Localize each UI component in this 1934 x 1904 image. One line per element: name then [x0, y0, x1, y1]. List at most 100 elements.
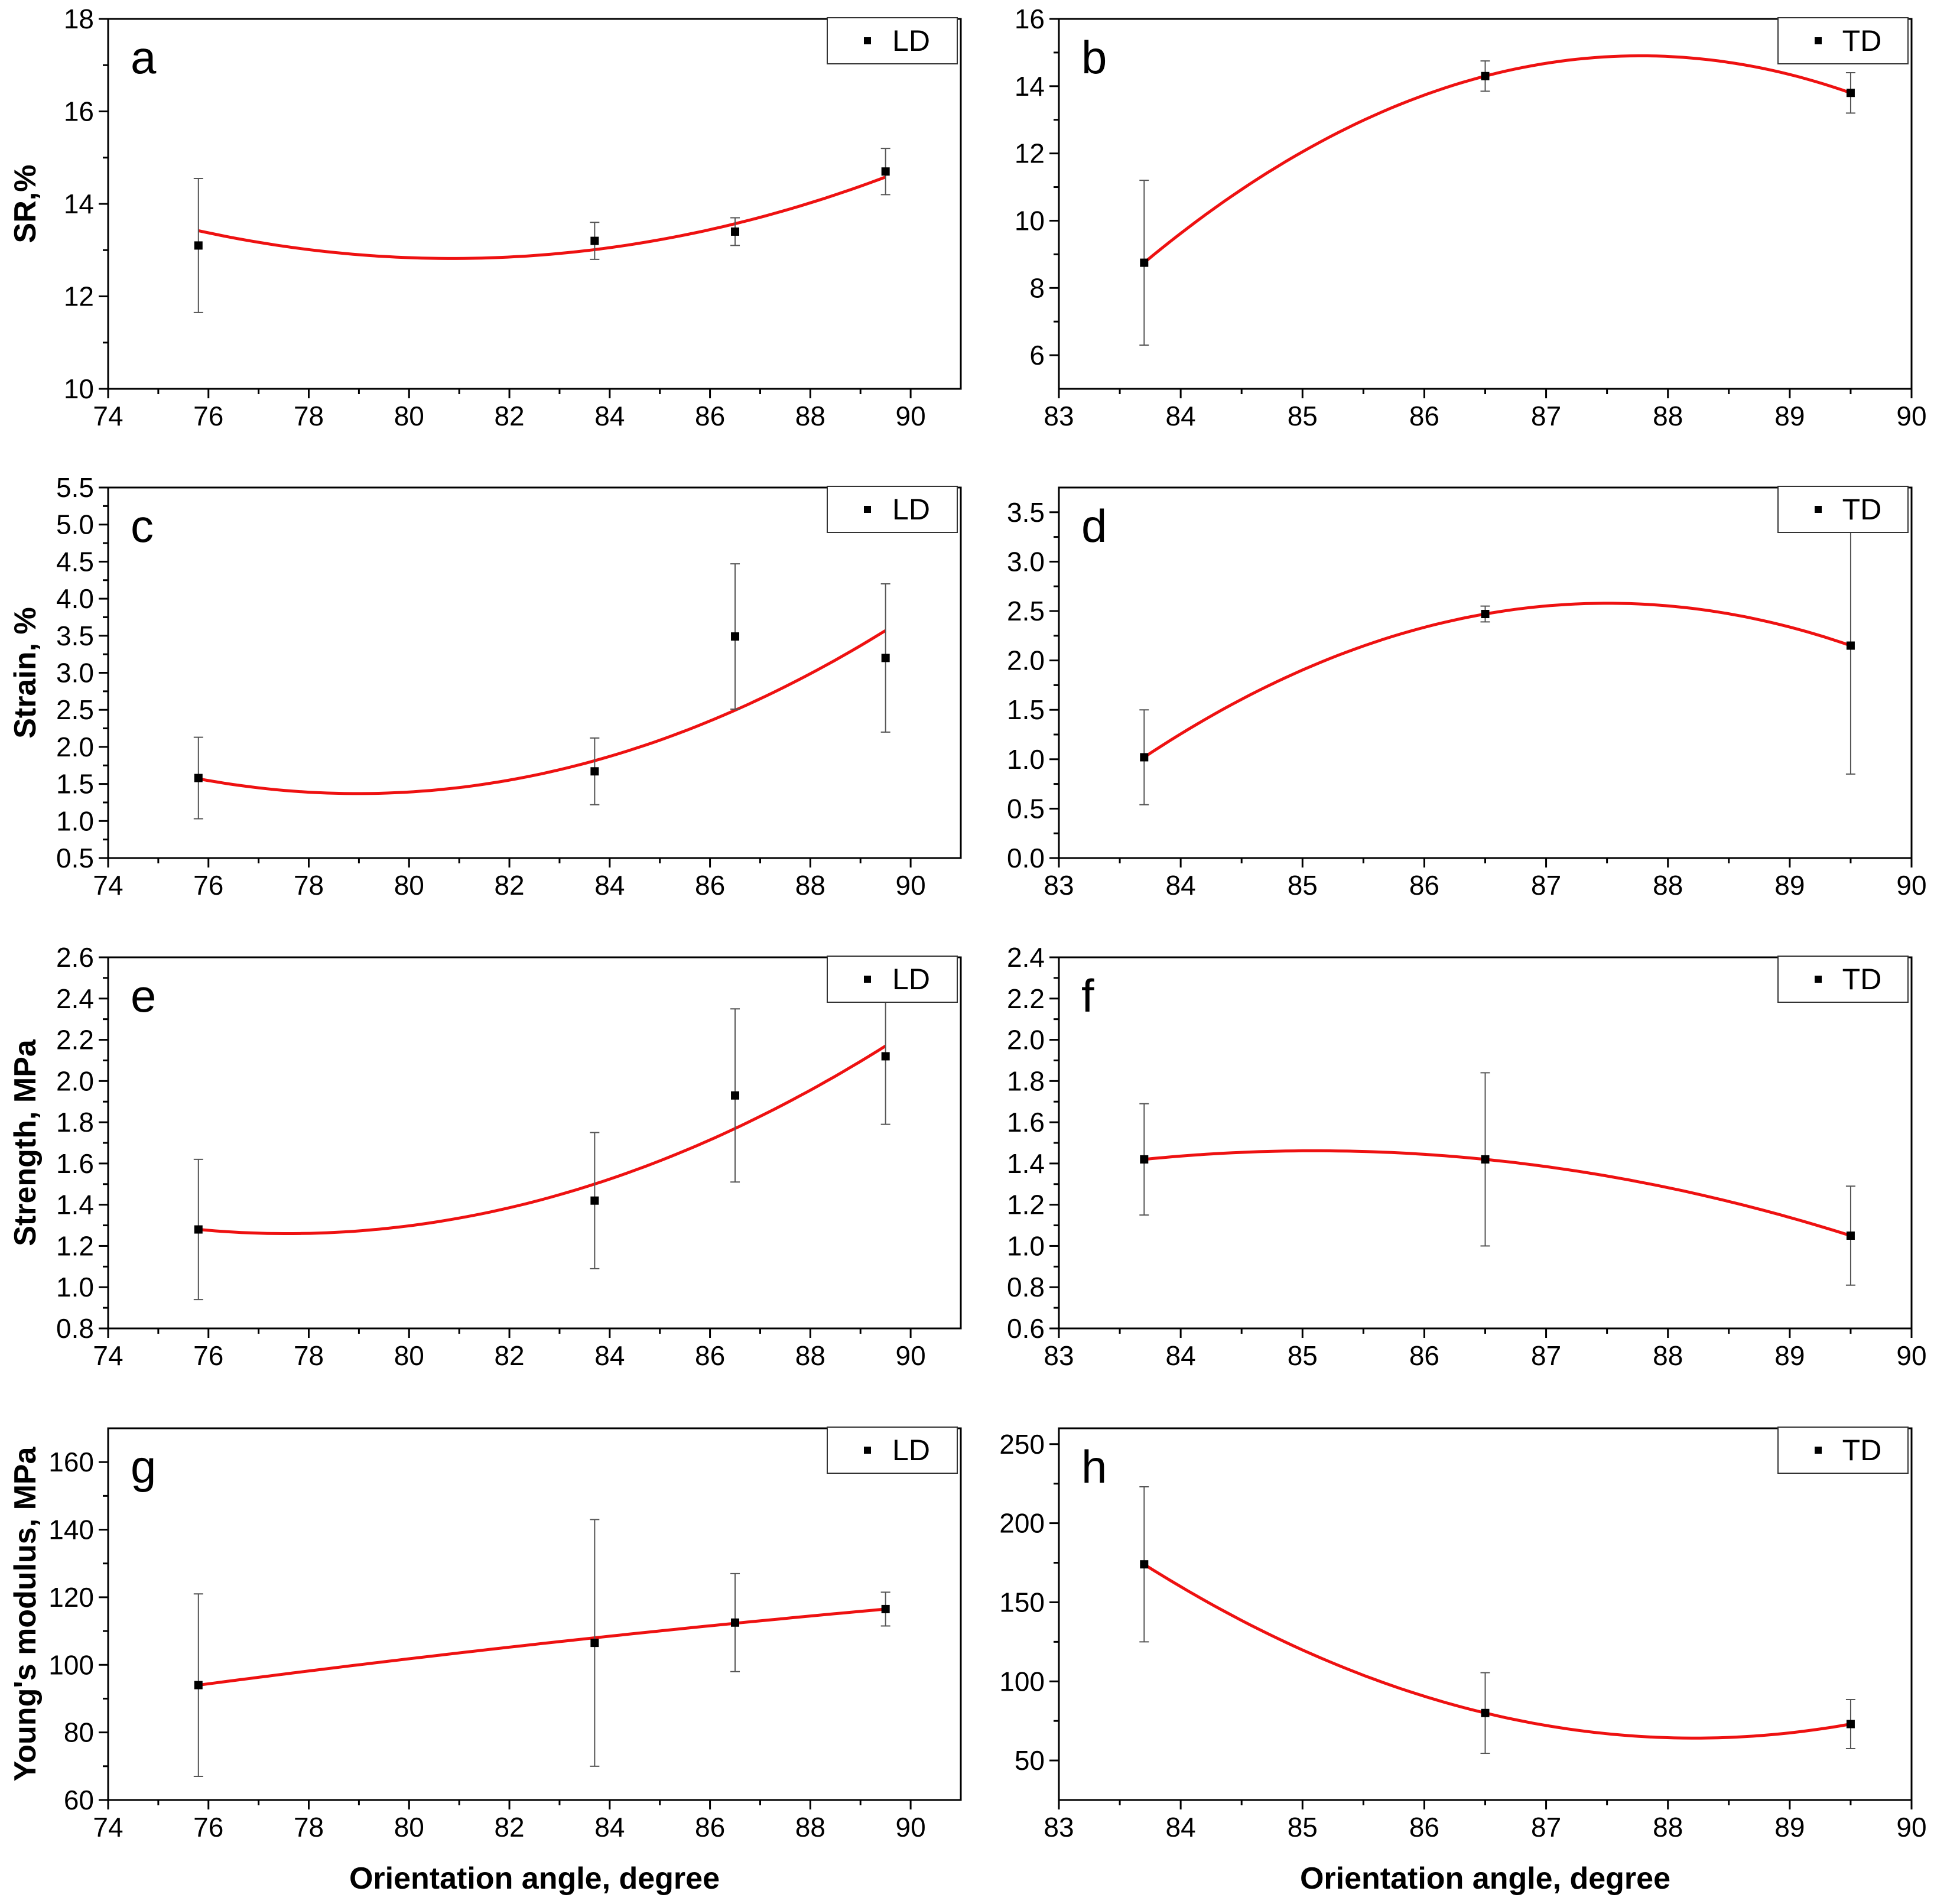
plot-frame [107, 1427, 962, 1801]
x-tick-label: 88 [1653, 1812, 1683, 1843]
y-tick-label: 150 [999, 1587, 1045, 1617]
data-point [194, 774, 203, 782]
y-tick-label: 2.2 [56, 1025, 94, 1055]
y-tick-label: 120 [48, 1582, 94, 1613]
x-tick-label: 88 [795, 870, 825, 901]
y-tick-label: 2.2 [1007, 983, 1045, 1014]
plot-frame [107, 486, 962, 859]
y-tick-label: 8 [1029, 272, 1045, 303]
panel-letter: f [1081, 970, 1094, 1022]
x-tick-label: 85 [1288, 870, 1318, 901]
legend-marker [864, 1447, 871, 1454]
legend-marker [1815, 1447, 1822, 1454]
y-tick-label: 1.0 [56, 1272, 94, 1302]
x-tick-label: 90 [896, 401, 926, 431]
fit-curve [198, 629, 887, 795]
data-point [1846, 1232, 1855, 1240]
y-tick-label: 0.5 [56, 843, 94, 873]
x-tick-label: 76 [193, 870, 223, 901]
y-tick-label: 2.6 [56, 942, 94, 973]
x-tick-label: 74 [93, 870, 123, 901]
data-point [731, 1091, 740, 1100]
x-tick-label: 88 [795, 1340, 825, 1371]
x-axis-title: Orientation angle, degree [349, 1861, 720, 1896]
legend-marker [864, 37, 871, 44]
fit-curve [198, 1607, 886, 1687]
x-tick-label: 76 [193, 1812, 223, 1843]
fit-curve [198, 1044, 887, 1235]
x-tick-label: 74 [93, 401, 123, 431]
data-point [731, 1618, 740, 1627]
legend-marker [1815, 976, 1822, 983]
chart-panel-c: 74 76 78 80 82 84 86 88 90 0.5 1.0 1.5 2.0 2.5 3.0 3.5 4… [8, 472, 962, 901]
y-tick-label: 3.5 [1007, 497, 1045, 528]
y-tick-label: 100 [48, 1649, 94, 1680]
data-point [881, 1052, 890, 1061]
y-tick-label: 5.5 [56, 472, 94, 503]
x-tick-label: 90 [1896, 1812, 1926, 1843]
x-tick-label: 84 [594, 1812, 625, 1843]
x-tick-label: 85 [1288, 401, 1318, 431]
x-tick-label: 84 [594, 870, 625, 901]
data-point [1481, 1708, 1490, 1717]
y-tick-label: 1.0 [1007, 744, 1045, 775]
data-point [881, 167, 890, 176]
data-point [1481, 1155, 1490, 1164]
y-tick-label: 0.6 [1007, 1313, 1045, 1344]
data-point [1481, 610, 1490, 619]
x-tick-label: 88 [795, 1812, 825, 1843]
y-tick-label: 50 [1015, 1745, 1045, 1776]
y-axis-title: Strain, % [8, 607, 43, 739]
y-tick-label: 0.5 [1007, 793, 1045, 824]
x-tick-label: 89 [1774, 870, 1805, 901]
x-tick-label: 80 [394, 401, 424, 431]
y-tick-label: 60 [64, 1785, 94, 1815]
x-tick-label: 83 [1044, 1812, 1074, 1843]
x-axis-title: Orientation angle, degree [1300, 1861, 1670, 1896]
x-tick-label: 89 [1774, 401, 1805, 431]
chart-panel-d: 83 84 85 86 87 88 89 90 0.0 0.5 1.0 1.5 2.0 2.5 3.0 3.5… [1007, 486, 1927, 901]
x-tick-label: 90 [896, 1340, 926, 1371]
y-tick-label: 160 [48, 1447, 94, 1477]
data-point [731, 227, 740, 236]
panel-letter: h [1081, 1441, 1107, 1493]
x-tick-label: 90 [896, 1812, 926, 1843]
y-tick-label: 200 [999, 1508, 1045, 1539]
x-tick-label: 78 [294, 1340, 324, 1371]
y-axis-title: Strength, MPa [8, 1039, 43, 1246]
x-tick-label: 90 [1896, 1340, 1926, 1371]
fit-curve [1143, 1563, 1851, 1740]
y-tick-label: 2.5 [1007, 596, 1045, 626]
y-tick-label: 2.0 [56, 732, 94, 762]
legend-box [1777, 1427, 1909, 1474]
x-tick-label: 82 [494, 870, 524, 901]
x-tick-label: 74 [93, 1340, 123, 1371]
x-tick-label: 87 [1531, 1340, 1561, 1371]
panel-letter: a [131, 31, 157, 83]
x-tick-label: 88 [795, 401, 825, 431]
legend-box [827, 1427, 958, 1474]
y-tick-label: 12 [1015, 138, 1045, 169]
y-tick-label: 14 [1015, 71, 1045, 102]
y-tick-label: 1.4 [1007, 1148, 1045, 1179]
legend-box [1777, 486, 1909, 533]
data-point [881, 654, 890, 662]
x-tick-label: 85 [1288, 1340, 1318, 1371]
data-point [1140, 753, 1149, 762]
data-point [590, 1639, 599, 1648]
data-point [194, 1225, 203, 1234]
y-tick-label: 80 [64, 1717, 94, 1748]
y-tick-label: 3.5 [56, 620, 94, 651]
x-tick-label: 80 [394, 1812, 424, 1843]
y-tick-label: 18 [64, 4, 94, 34]
y-tick-label: 2.0 [1007, 1025, 1045, 1055]
y-tick-label: 1.8 [1007, 1065, 1045, 1096]
panel-letter: e [131, 970, 156, 1022]
legend-box [827, 956, 958, 1003]
legend-label: LD [892, 963, 930, 996]
data-point [590, 1196, 599, 1205]
data-point [194, 241, 203, 250]
legend-box [827, 17, 958, 64]
x-tick-label: 76 [193, 1340, 223, 1371]
